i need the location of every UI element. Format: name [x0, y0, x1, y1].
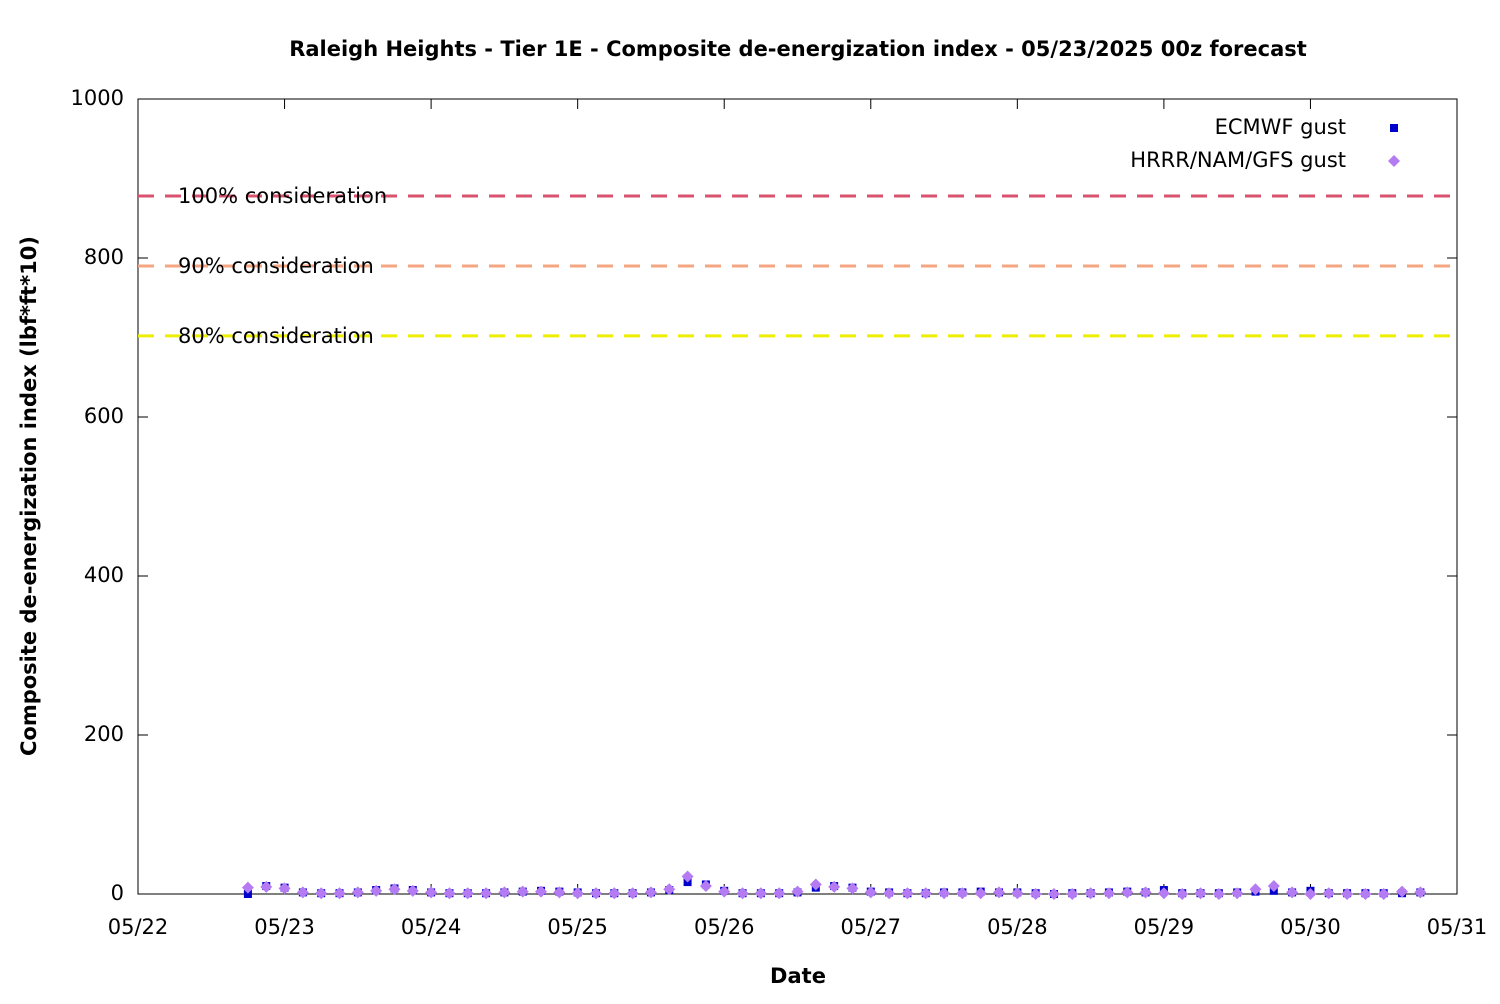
point [773, 887, 786, 900]
point [498, 886, 511, 899]
point [388, 883, 401, 896]
y-tick-label: 200 [84, 722, 124, 746]
point [883, 887, 896, 900]
point [1066, 888, 1079, 900]
point [1102, 887, 1115, 900]
point [1212, 888, 1225, 900]
point [370, 884, 383, 897]
point [241, 881, 254, 894]
x-tick-label: 05/29 [1134, 915, 1195, 939]
point [260, 880, 273, 893]
threshold-label: 90% consideration [178, 254, 374, 278]
y-tick-label: 0 [111, 881, 124, 905]
point [571, 887, 584, 900]
x-tick-label: 05/31 [1427, 915, 1488, 939]
x-tick-label: 05/28 [987, 915, 1048, 939]
threshold-label: 100% consideration [178, 184, 387, 208]
x-tick-label: 05/24 [401, 915, 462, 939]
chart-title: Raleigh Heights - Tier 1E - Composite de… [289, 37, 1307, 61]
point [846, 882, 859, 895]
x-tick-label: 05/26 [694, 915, 755, 939]
point [938, 887, 951, 900]
point [736, 887, 749, 900]
point [243, 890, 252, 898]
point [1194, 887, 1207, 900]
point [516, 885, 529, 898]
point [974, 887, 987, 900]
point [278, 882, 291, 895]
point [1139, 886, 1152, 899]
point [1047, 888, 1060, 900]
point [1377, 888, 1390, 900]
point [1084, 887, 1097, 900]
point [699, 880, 712, 893]
point [1029, 888, 1042, 900]
legend-label: ECMWF gust [1215, 115, 1346, 139]
point [296, 886, 309, 899]
point [644, 886, 657, 899]
point [1414, 886, 1427, 899]
x-tick-label: 05/25 [547, 915, 608, 939]
point [754, 887, 767, 900]
y-tick-label: 600 [84, 404, 124, 428]
point [1388, 155, 1400, 167]
x-tick-label: 05/23 [254, 915, 315, 939]
point [351, 886, 364, 899]
y-tick-label: 400 [84, 563, 124, 587]
point [333, 887, 346, 900]
point [1304, 888, 1317, 900]
point [791, 885, 804, 898]
point [1396, 885, 1409, 898]
point [626, 887, 639, 900]
point [461, 887, 474, 900]
point [535, 885, 548, 898]
y-tick-label: 1000 [71, 86, 124, 110]
point [663, 883, 676, 896]
point [919, 887, 932, 900]
x-axis-label: Date [770, 964, 826, 988]
point [993, 886, 1006, 899]
point [425, 886, 438, 899]
point [1176, 888, 1189, 900]
point [864, 886, 877, 899]
point [553, 886, 566, 899]
x-tick-label: 05/27 [841, 915, 902, 939]
point [1286, 886, 1299, 899]
point [608, 887, 621, 900]
point [1231, 887, 1244, 900]
point [1322, 887, 1335, 900]
point [901, 887, 914, 900]
point [809, 878, 822, 891]
point [718, 885, 731, 898]
point [1267, 880, 1280, 893]
y-axis-label: Composite de-energization index (lbf*ft*… [17, 236, 41, 756]
y-tick-label: 800 [84, 245, 124, 269]
point [1359, 888, 1372, 900]
point [1157, 887, 1170, 900]
point [1011, 887, 1024, 900]
point [1121, 886, 1134, 899]
point [956, 887, 969, 900]
x-tick-label: 05/22 [108, 915, 169, 939]
legend-label: HRRR/NAM/GFS gust [1130, 148, 1346, 172]
point [589, 887, 602, 900]
point [406, 884, 419, 897]
threshold-label: 80% consideration [178, 324, 374, 348]
point [480, 887, 493, 900]
x-tick-label: 05/30 [1280, 915, 1341, 939]
point [315, 887, 328, 900]
point [828, 880, 841, 893]
point [1249, 883, 1262, 896]
point [1341, 888, 1354, 900]
point [1390, 124, 1398, 132]
point [681, 870, 694, 883]
point [443, 887, 456, 900]
